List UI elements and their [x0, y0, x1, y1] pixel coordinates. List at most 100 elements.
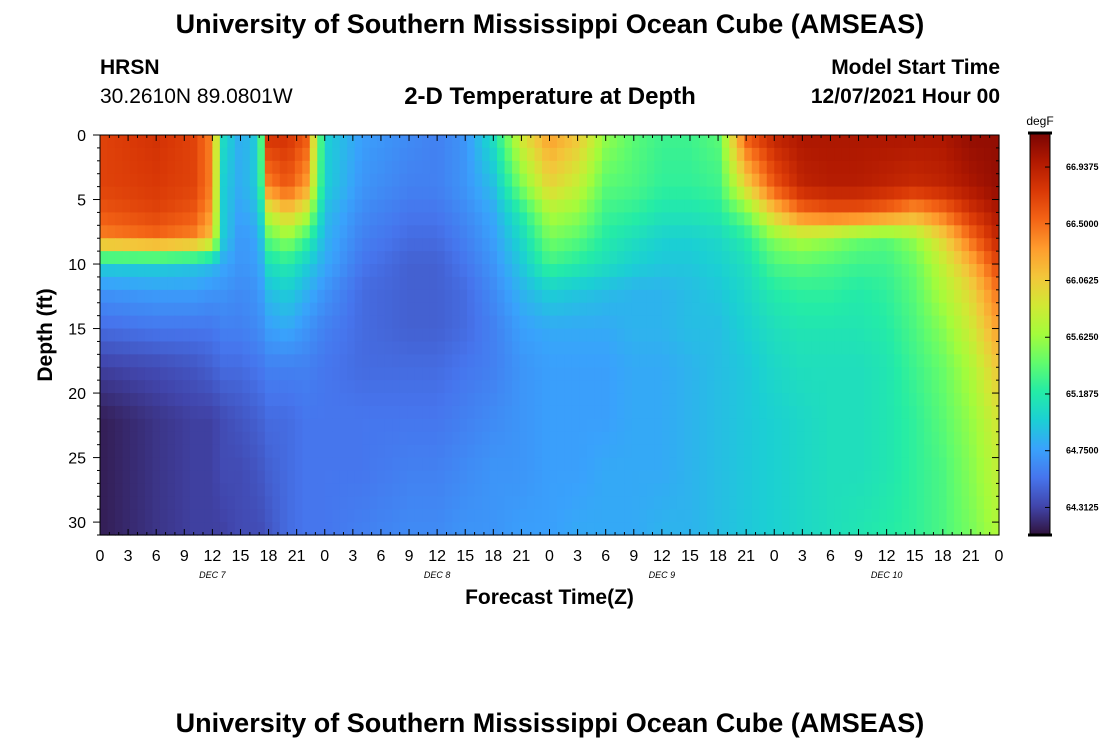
heatmap-cell: [249, 341, 258, 355]
heatmap-cell: [894, 147, 903, 162]
heatmap-cell: [901, 444, 910, 459]
heatmap-cell: [219, 341, 228, 355]
heatmap-cell: [474, 354, 483, 368]
heatmap-cell: [302, 173, 311, 188]
heatmap-cell: [759, 315, 768, 330]
heatmap-cell: [976, 509, 985, 523]
heatmap-cell: [781, 341, 790, 355]
heatmap-cell: [954, 225, 963, 239]
heatmap-cell: [751, 405, 760, 420]
heatmap-cell: [984, 264, 993, 278]
heatmap-cell: [856, 405, 865, 420]
heatmap-cell: [796, 354, 805, 368]
heatmap-cell: [272, 276, 281, 291]
heatmap-cell: [774, 444, 783, 459]
heatmap-cell: [759, 186, 768, 201]
heatmap-cell: [227, 405, 236, 420]
heatmap-cell: [504, 186, 513, 201]
heatmap-cell: [579, 238, 588, 252]
heatmap-cell: [879, 147, 888, 162]
heatmap-cell: [571, 160, 581, 175]
heatmap-cell: [527, 367, 536, 381]
heatmap-cell: [249, 302, 258, 317]
heatmap-cell: [901, 328, 910, 343]
heatmap-cell: [586, 276, 596, 291]
heatmap-cell: [766, 431, 775, 446]
heatmap-cell: [834, 302, 843, 317]
heatmap-cell: [706, 418, 715, 433]
heatmap-cell: [976, 289, 985, 304]
heatmap-cell: [811, 444, 820, 459]
heatmap-cell: [144, 264, 154, 278]
heatmap-cell: [347, 212, 356, 226]
heatmap-cell: [699, 367, 708, 381]
heatmap-cell: [219, 302, 228, 317]
heatmap-cell: [654, 509, 663, 523]
heatmap-cell: [167, 315, 176, 330]
heatmap-cell: [714, 199, 723, 214]
heatmap-cell: [174, 341, 184, 355]
heatmap-cell: [174, 431, 184, 446]
heatmap-cell: [489, 354, 498, 368]
heatmap-cell: [129, 483, 139, 497]
heatmap-cell: [474, 483, 483, 497]
heatmap-cell: [616, 470, 626, 484]
heatmap-cell: [826, 135, 835, 149]
heatmap-cell: [257, 302, 266, 317]
heatmap-cell: [774, 238, 783, 252]
heatmap-cell: [377, 135, 386, 149]
heatmap-cell: [429, 354, 438, 368]
heatmap-cell: [377, 199, 386, 214]
heatmap-cell: [646, 509, 655, 523]
heatmap-cell: [616, 186, 626, 201]
heatmap-cell: [212, 199, 221, 214]
heatmap-cell: [197, 276, 206, 291]
heatmap-cell: [272, 135, 281, 149]
heatmap-cell: [100, 315, 109, 330]
heatmap-cell: [339, 380, 348, 394]
heatmap-cell: [317, 522, 326, 536]
heatmap-cell: [834, 199, 843, 214]
heatmap-cell: [939, 289, 948, 304]
heatmap-cell: [197, 212, 206, 226]
heatmap-cell: [459, 457, 468, 472]
heatmap-cell: [976, 302, 985, 317]
heatmap-cell: [504, 496, 513, 510]
heatmap-cell: [234, 444, 243, 459]
heatmap-cell: [414, 186, 423, 201]
heatmap-cell: [182, 354, 191, 368]
heatmap-cell: [399, 147, 408, 162]
heatmap-cell: [182, 367, 191, 381]
heatmap-cell: [646, 341, 655, 355]
heatmap-cell: [257, 199, 266, 214]
heatmap-cell: [819, 160, 828, 175]
heatmap-cell: [234, 135, 243, 149]
heatmap-cell: [661, 470, 670, 484]
heatmap-cell: [122, 135, 131, 149]
heatmap-cell: [107, 160, 116, 175]
heatmap-cell: [744, 470, 753, 484]
heatmap-cell: [916, 289, 925, 304]
heatmap-cell: [796, 225, 805, 239]
heatmap-cell: [197, 483, 206, 497]
heatmap-cell: [856, 276, 865, 291]
heatmap-cell: [242, 199, 251, 214]
heatmap-cell: [834, 393, 843, 407]
heatmap-cell: [766, 135, 775, 149]
heatmap-cell: [661, 251, 670, 265]
heatmap-cell: [339, 457, 348, 472]
heatmap-cell: [122, 380, 131, 394]
heatmap-cell: [676, 173, 685, 188]
heatmap-cell: [759, 431, 768, 446]
heatmap-cell: [654, 173, 663, 188]
heatmap-cell: [204, 509, 213, 523]
heatmap-cell: [556, 444, 566, 459]
heatmap-cell: [826, 496, 835, 510]
heatmap-cell: [774, 315, 783, 330]
heatmap-cell: [309, 341, 318, 355]
heatmap-cell: [594, 431, 603, 446]
heatmap-cell: [414, 315, 423, 330]
heatmap-cell: [669, 276, 678, 291]
heatmap-cell: [909, 238, 918, 252]
heatmap-cell: [362, 405, 371, 420]
